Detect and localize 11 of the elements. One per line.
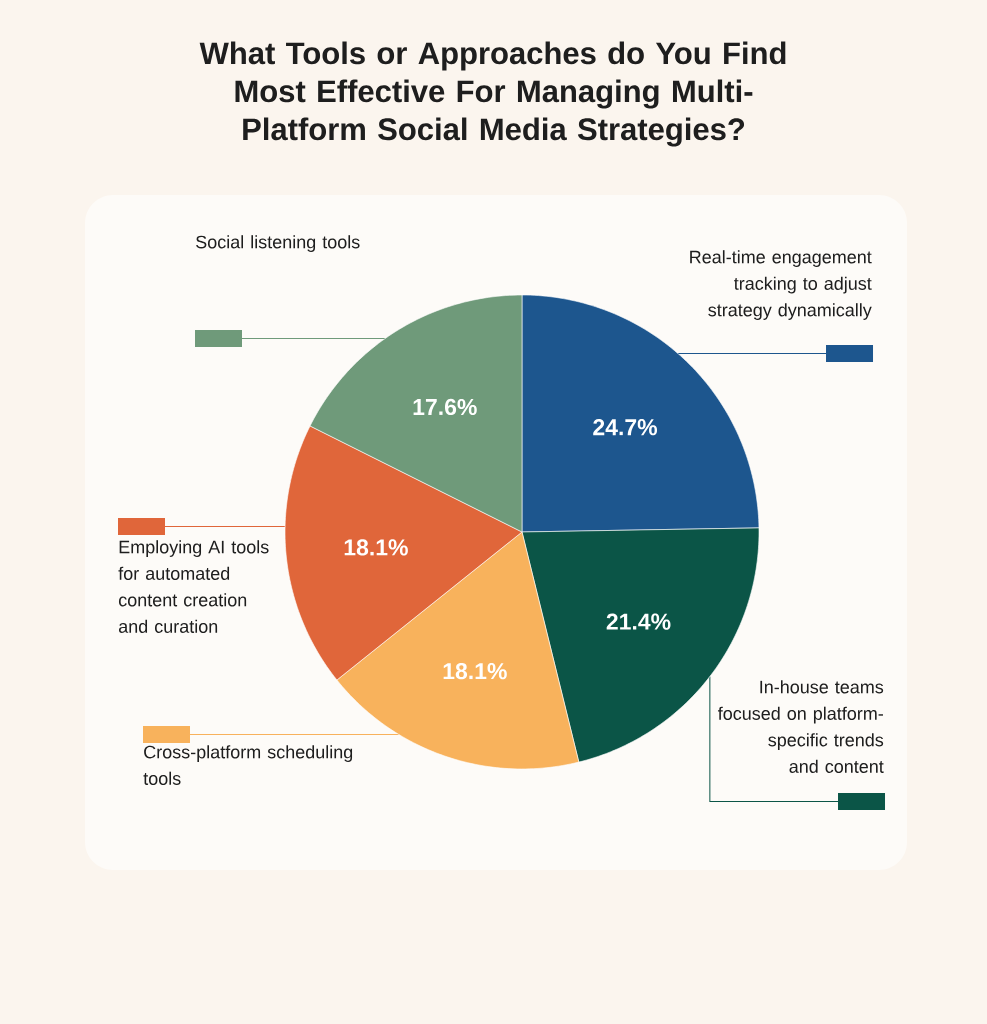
data-label: 18.1% [443, 663, 507, 680]
data-label: 18.1% [344, 539, 408, 556]
slice-label: Social listening tools [196, 235, 360, 252]
chart-title: What Tools or Approaches do You Find Most Effective For Managing Multi-Platform Social Media Strategies? [199, 41, 786, 147]
slice-label: In-house teams focused on platform-specific trends and content [717, 680, 884, 773]
data-label: 21.4% [606, 613, 671, 630]
slice-label: Real-time engagement tracking to adjust strategy dynamically [690, 250, 872, 320]
data-label: 24.7% [593, 419, 658, 436]
legend-label: Cross-platform scheduling tools [143, 745, 353, 785]
data-label: 17.6% [413, 398, 477, 416]
legend-label: Employing AI tools for automated content creation and curation [118, 540, 269, 633]
